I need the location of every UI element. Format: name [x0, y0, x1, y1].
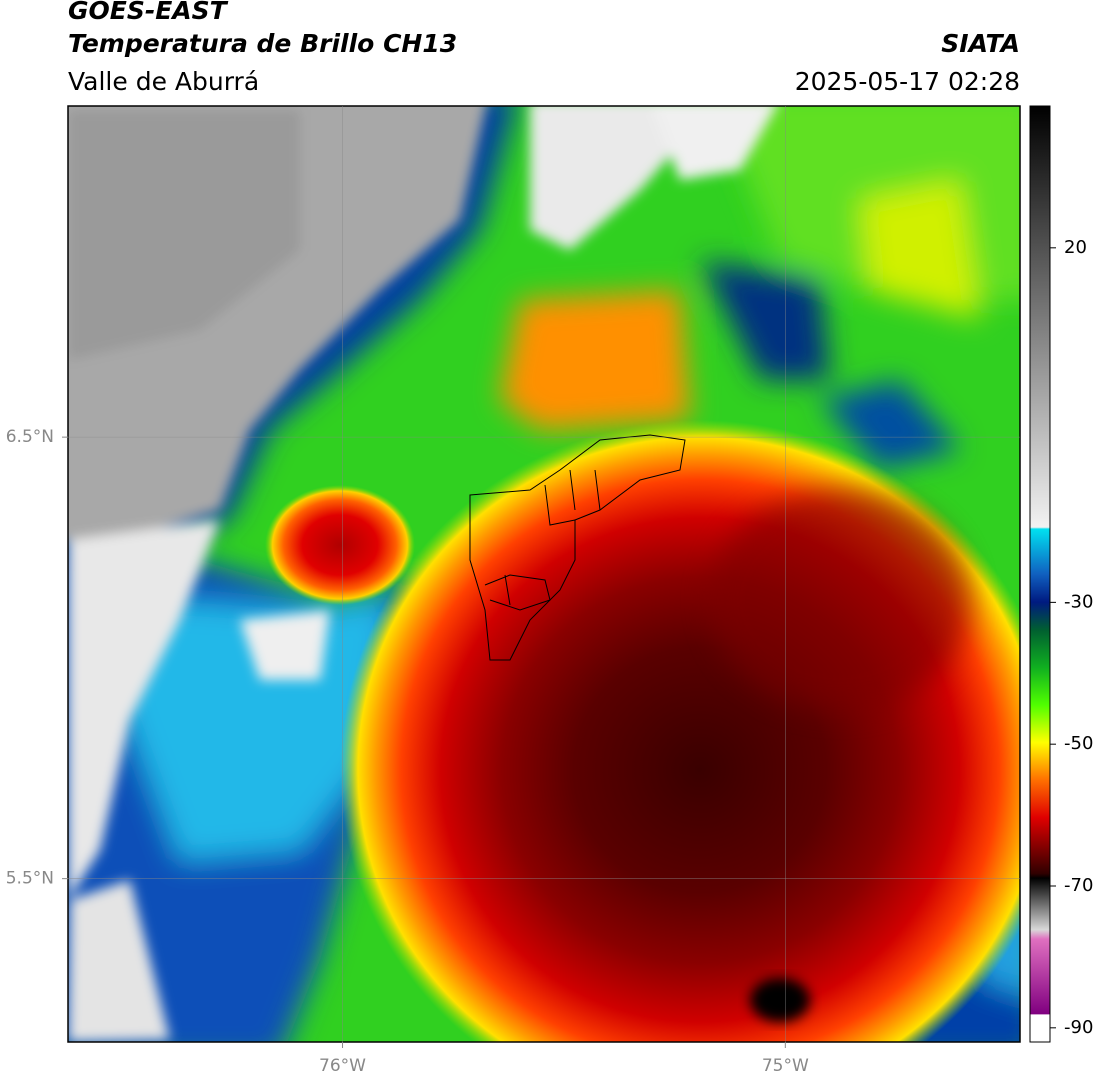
region: Valle de Aburrá	[68, 67, 259, 96]
colorbar-tick-label: 20	[1064, 237, 1087, 258]
satellite-image	[68, 106, 1020, 1042]
subtitle: Temperatura de Brillo CH13	[68, 29, 457, 58]
y-tick-label: 5.5°N	[6, 869, 54, 889]
colorbar-tick-label: -90	[1064, 1017, 1093, 1038]
graticule: 76°W 75°W 6.5°N 5.5°N	[6, 106, 1020, 1076]
colorbar-tick-label: -50	[1064, 733, 1093, 754]
colorbar	[1029, 105, 1051, 1043]
x-tick-label: 76°W	[319, 1056, 366, 1076]
colorbar-tick-label: -70	[1064, 875, 1093, 896]
valley-boundary	[469, 434, 686, 661]
datetime: 2025-05-17 02:28	[795, 67, 1020, 96]
colorbar-tick-label: -30	[1064, 591, 1093, 612]
title: GOES-EAST	[68, 0, 229, 25]
x-tick-label: 75°W	[762, 1056, 809, 1076]
source: SIATA	[941, 29, 1020, 58]
map-frame	[67, 105, 1021, 1043]
colorbar-ticks: 20 -30 -50 -70 -90	[1050, 237, 1093, 1038]
y-tick-label: 6.5°N	[6, 427, 54, 447]
